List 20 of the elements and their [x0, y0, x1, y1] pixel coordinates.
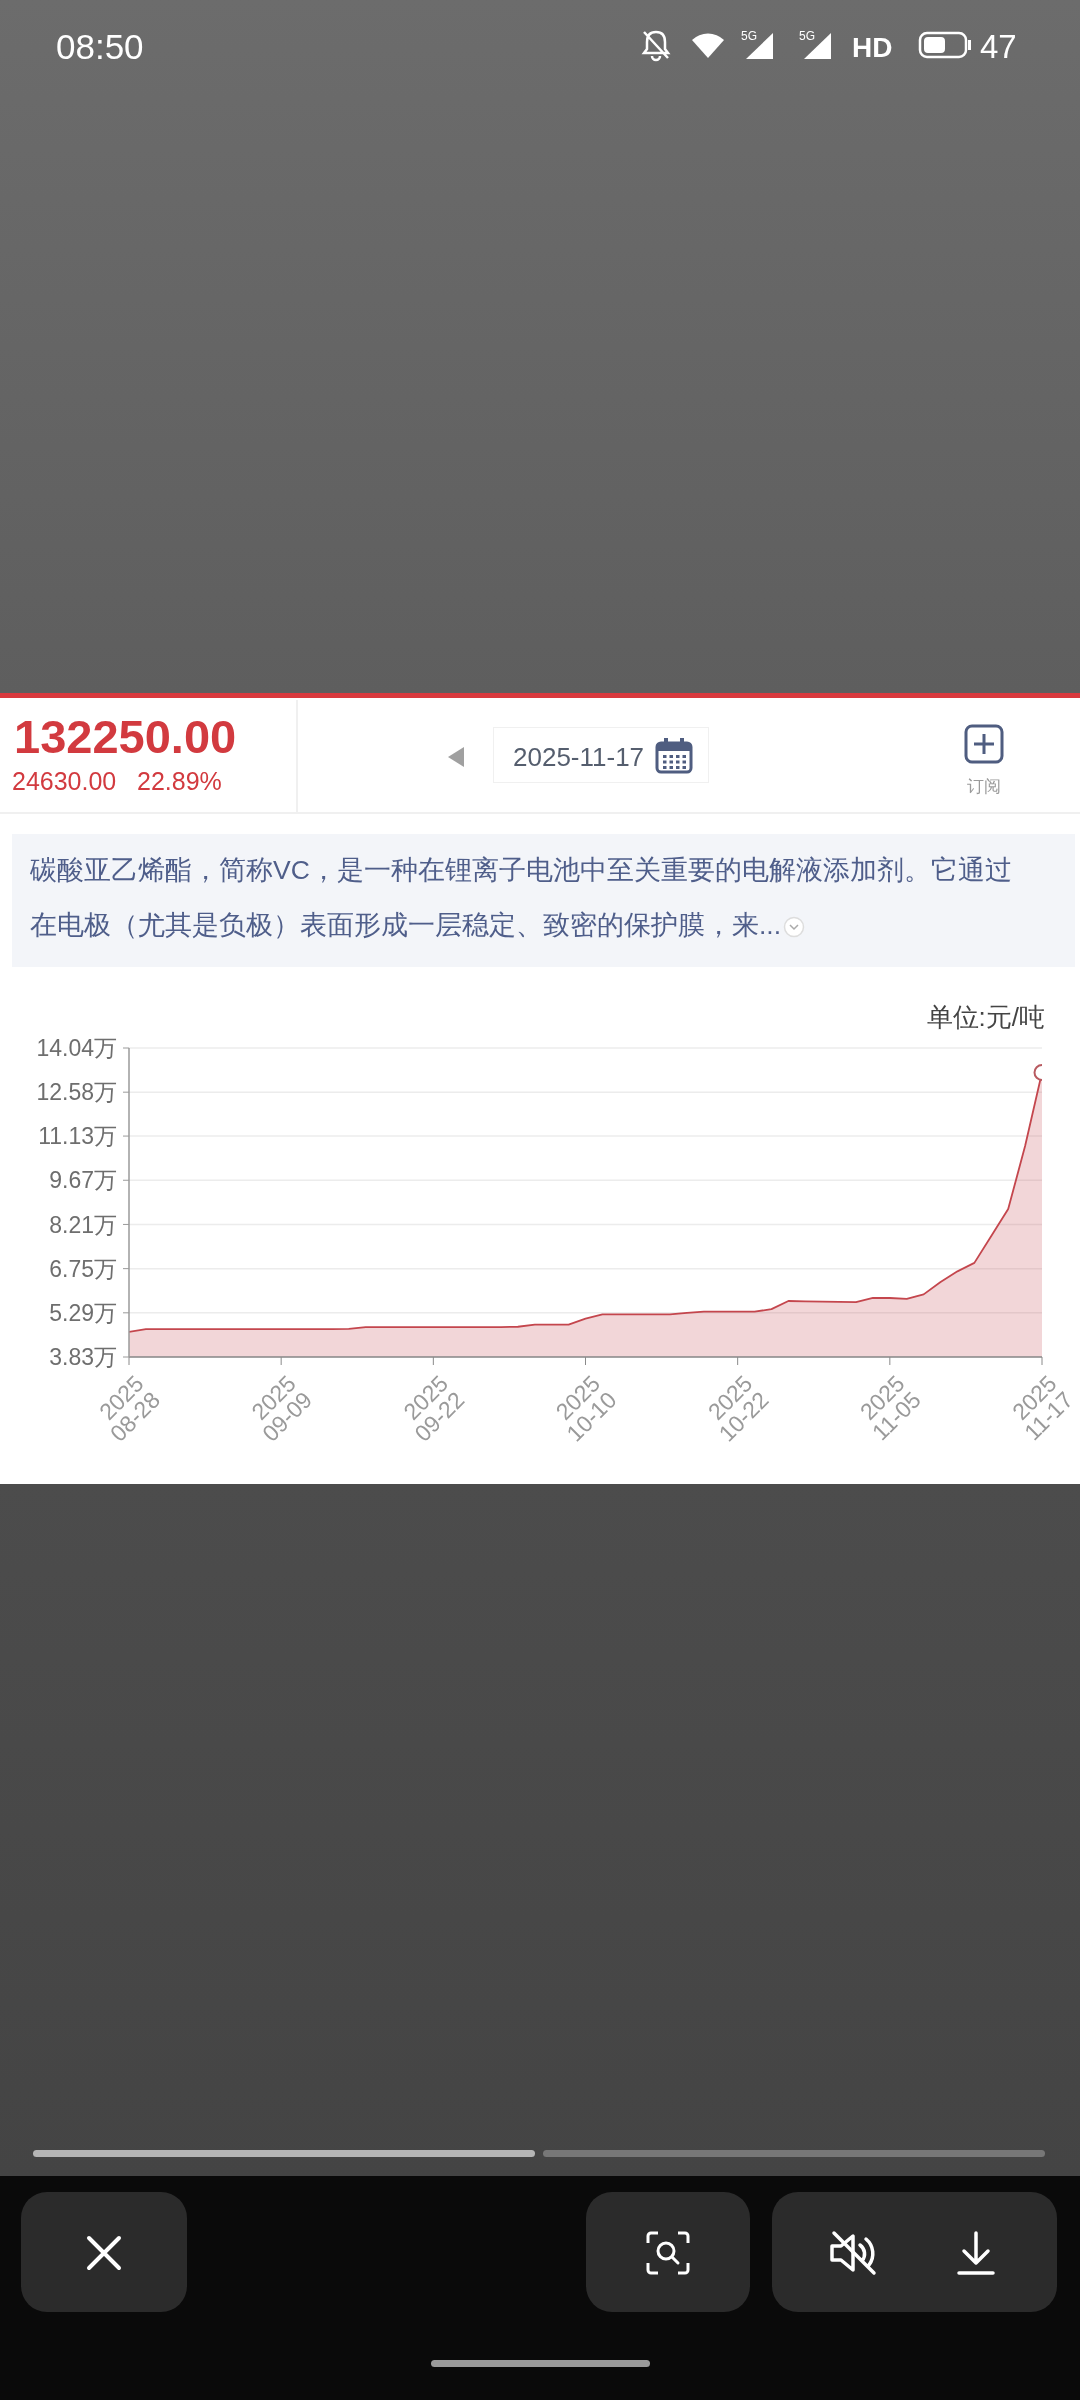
text: HD — [852, 32, 893, 64]
y-tick-label: 3.83万 — [49, 1344, 117, 1371]
text: 5G — [799, 28, 816, 43]
y-tick-label: 11.13万 — [38, 1123, 117, 1150]
y-tick-label: 5.29万 — [49, 1299, 117, 1326]
y-axis-title: 单位:元/吨 — [926, 1001, 1045, 1032]
y-tick-label: 12.58万 — [36, 1079, 117, 1106]
text: 22.89% — [137, 766, 222, 795]
text: 24630.00 — [12, 766, 117, 795]
text: 132250.00 — [14, 710, 237, 764]
text: 08:50 — [56, 27, 144, 67]
y-tick-label: 14.04万 — [36, 1035, 117, 1062]
text: 2025-11-17 — [513, 741, 645, 772]
chart-subtitle: 碳酸亚乙烯酯，简称VC，是一种在锂离子电池中至关重要的电解液添加剂。它通过在电极（尤其是负极）表面形成一层稳定、致密的保护膜，来... — [30, 854, 1013, 942]
text: 订阅 — [967, 776, 1001, 796]
text: 47 — [980, 27, 1017, 65]
text: 5G — [741, 28, 758, 43]
y-tick-label: 6.75万 — [49, 1255, 117, 1282]
y-tick-label: 8.21万 — [49, 1211, 117, 1238]
y-tick-label: 9.67万 — [49, 1167, 117, 1194]
